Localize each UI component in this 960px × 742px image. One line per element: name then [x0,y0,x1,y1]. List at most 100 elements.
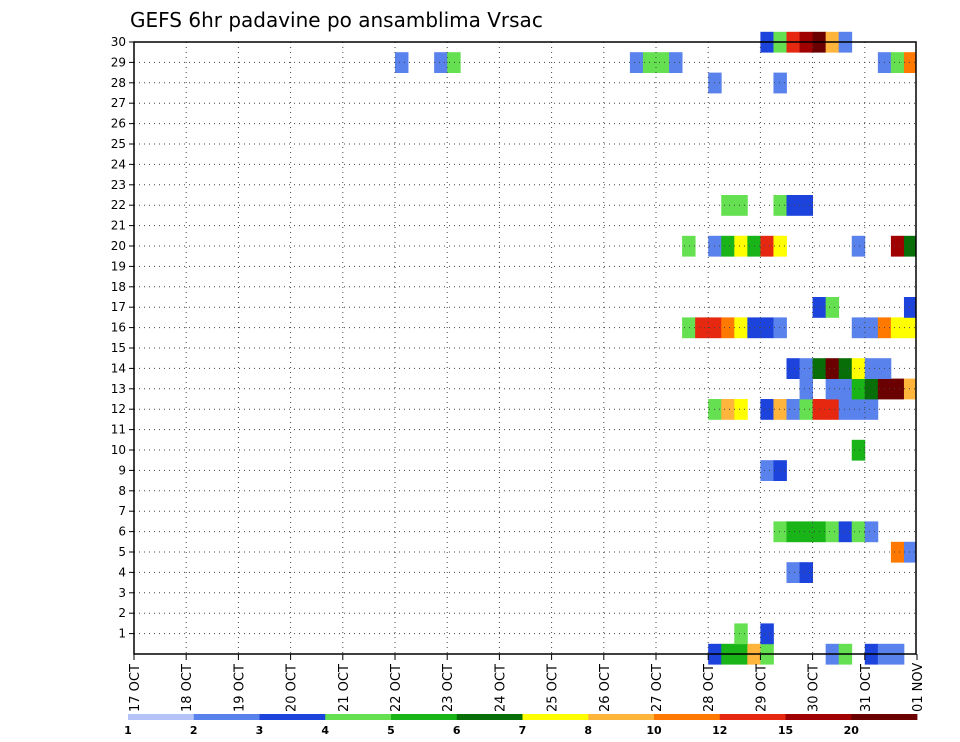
precip-cell [799,358,813,379]
precip-cell [825,378,840,400]
y-tick-label: 8 [118,484,126,498]
precip-cell [629,52,644,73]
colorbar-swatch [259,714,326,720]
precip-cell [734,195,748,216]
precip-cell [903,541,917,563]
x-tick-label: 19 OCT [232,664,247,712]
y-tick-label: 15 [111,341,126,355]
y-tick-label: 9 [118,463,126,477]
precip-cell [773,195,787,216]
precip-cell [669,52,683,73]
precip-cell [773,399,787,420]
precip-cell [799,378,813,400]
x-tick-label: 25 OCT [546,664,561,712]
y-tick-label: 17 [111,300,126,314]
precip-cell [799,195,813,216]
precip-cell [890,378,905,400]
precip-cell [760,623,774,645]
colorbar-label: 4 [321,724,329,737]
precip-cell [851,317,866,339]
precip-cell [890,317,905,339]
precip-cell [851,399,866,420]
x-tick-label: 26 OCT [598,664,613,712]
precip-cell [851,235,866,257]
precip-cell [656,52,670,73]
precip-cell [786,562,800,583]
x-tick-label: 01 NOV [911,663,926,712]
colorbar-swatch [785,714,852,720]
precip-cell [838,521,853,543]
x-tick-label: 31 OCT [859,664,874,712]
y-tick-label: 24 [111,157,126,171]
precip-cell [395,52,409,73]
precip-cell [721,235,735,257]
precip-cell [825,521,840,543]
y-tick-label: 7 [118,504,126,518]
precip-cell [760,399,774,420]
precip-cell [799,562,813,583]
precip-cell [903,235,917,257]
x-tick-label: 29 OCT [754,664,769,712]
precip-cell [786,399,800,420]
y-tick-label: 13 [111,382,126,396]
x-tick-label: 22 OCT [389,664,404,712]
colorbar-label: 3 [256,724,264,737]
y-tick-label: 20 [111,239,126,253]
precip-cell [786,195,800,216]
precip-cell [721,195,735,216]
y-tick-label: 10 [111,443,126,457]
precip-cell [434,52,448,73]
y-axis-ticks: 1234567891011121314151617181920212223242… [111,35,134,641]
precip-cell [682,317,696,339]
x-tick-label: 17 OCT [128,664,143,712]
precip-cell [799,521,813,543]
y-tick-label: 11 [111,423,126,437]
y-tick-label: 5 [118,545,126,559]
precip-cell [825,399,840,420]
y-tick-label: 18 [111,280,126,294]
precip-cell [773,72,787,94]
precip-cell [851,378,866,400]
y-tick-label: 28 [111,76,126,90]
colorbar: 1 2 3 4 5 6 7 8 10 12 15 20 [124,714,918,737]
x-tick-label: 23 OCT [441,664,456,712]
colorbar-label: 20 [844,724,860,737]
colorbar-label: 8 [584,724,592,737]
precip-cell [825,358,840,379]
precip-cell [851,521,866,543]
precip-cell [760,235,774,257]
precip-cell [890,235,905,257]
precip-cell [903,378,917,400]
y-tick-label: 30 [111,35,126,49]
colorbar-label: 12 [712,724,727,737]
y-tick-label: 14 [111,361,126,375]
precip-cell [903,297,917,318]
precip-cell [773,235,787,257]
colorbar-label: 15 [778,724,793,737]
y-tick-label: 25 [111,137,126,151]
precip-cell [851,358,866,379]
y-tick-label: 22 [111,198,126,212]
colorbar-swatch [456,714,523,720]
y-tick-label: 4 [118,565,126,579]
precip-cell [890,541,905,563]
y-tick-label: 1 [118,627,126,641]
y-tick-label: 3 [118,586,126,600]
precip-cell [864,358,879,379]
y-tick-label: 26 [111,117,126,131]
precip-cell [721,399,735,420]
precip-cell [851,439,866,461]
x-tick-label: 21 OCT [337,664,352,712]
x-tick-label: 20 OCT [285,664,300,712]
y-tick-label: 21 [111,219,126,233]
colorbar-swatch [193,714,260,720]
precip-cell [838,378,853,400]
precip-cell [760,317,774,339]
precip-cell [838,399,853,420]
x-tick-label: 24 OCT [493,664,508,712]
precip-cell [721,317,735,339]
precip-cell [682,235,696,257]
colorbar-swatch [588,714,655,720]
precip-cell [799,399,813,420]
